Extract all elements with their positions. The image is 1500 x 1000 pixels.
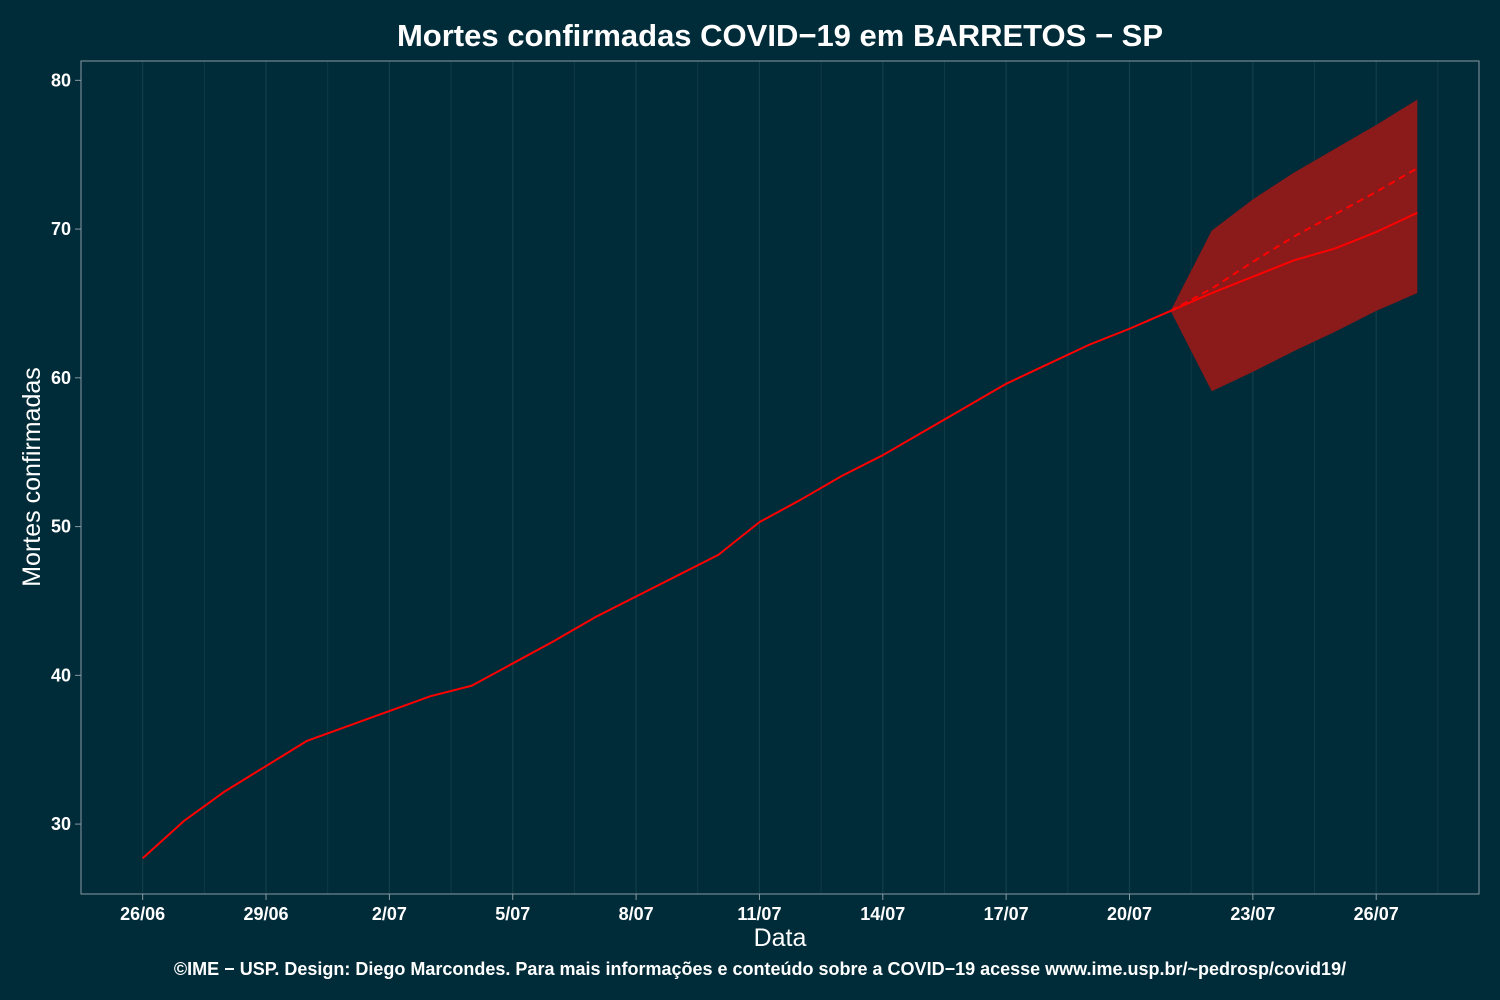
y-tick-label: 70 (51, 219, 71, 239)
y-tick-label: 30 (51, 814, 71, 834)
y-tick-label: 40 (51, 665, 71, 685)
x-axis-title: Data (754, 924, 807, 952)
x-tick-label: 20/07 (1107, 904, 1152, 924)
caption: ©IME − USP. Design: Diego Marcondes. Par… (174, 959, 1346, 979)
series-lines (142, 167, 1418, 860)
x-tick-label: 29/06 (244, 904, 289, 924)
x-tick-label: 2/07 (372, 904, 407, 924)
grid (142, 61, 1439, 894)
x-tick-label: 26/07 (1354, 904, 1399, 924)
forecast-band (1170, 99, 1418, 392)
deaths-line (142, 211, 1418, 860)
y-axis-title: Mortes confirmadas (18, 367, 46, 587)
x-axis: 26/06 29/06 2/07 5/07 8/07 11/07 14/07 17/07 20/… (120, 894, 1399, 924)
y-axis: 30 40 50 60 70 80 (51, 70, 81, 834)
x-tick-label: 26/06 (120, 904, 165, 924)
x-tick-label: 23/07 (1230, 904, 1275, 924)
x-tick-label: 14/07 (860, 904, 905, 924)
x-tick-label: 8/07 (619, 904, 654, 924)
forecast-line-dashed (1170, 167, 1418, 312)
chart-title: Mortes confirmadas COVID−19 em BARRETOS … (397, 18, 1163, 53)
x-tick-label: 11/07 (737, 904, 781, 924)
x-tick-label: 17/07 (984, 904, 1029, 924)
confidence-band (1170, 99, 1418, 392)
x-tick-label: 5/07 (495, 904, 530, 924)
y-tick-label: 60 (51, 368, 71, 388)
plot-border (80, 60, 1480, 895)
y-tick-label: 50 (51, 517, 71, 537)
y-tick-label: 80 (51, 70, 71, 90)
